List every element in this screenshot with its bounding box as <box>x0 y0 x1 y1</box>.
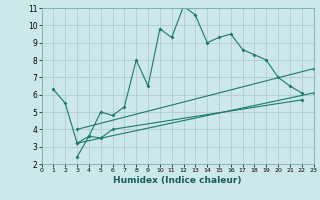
X-axis label: Humidex (Indice chaleur): Humidex (Indice chaleur) <box>113 176 242 185</box>
